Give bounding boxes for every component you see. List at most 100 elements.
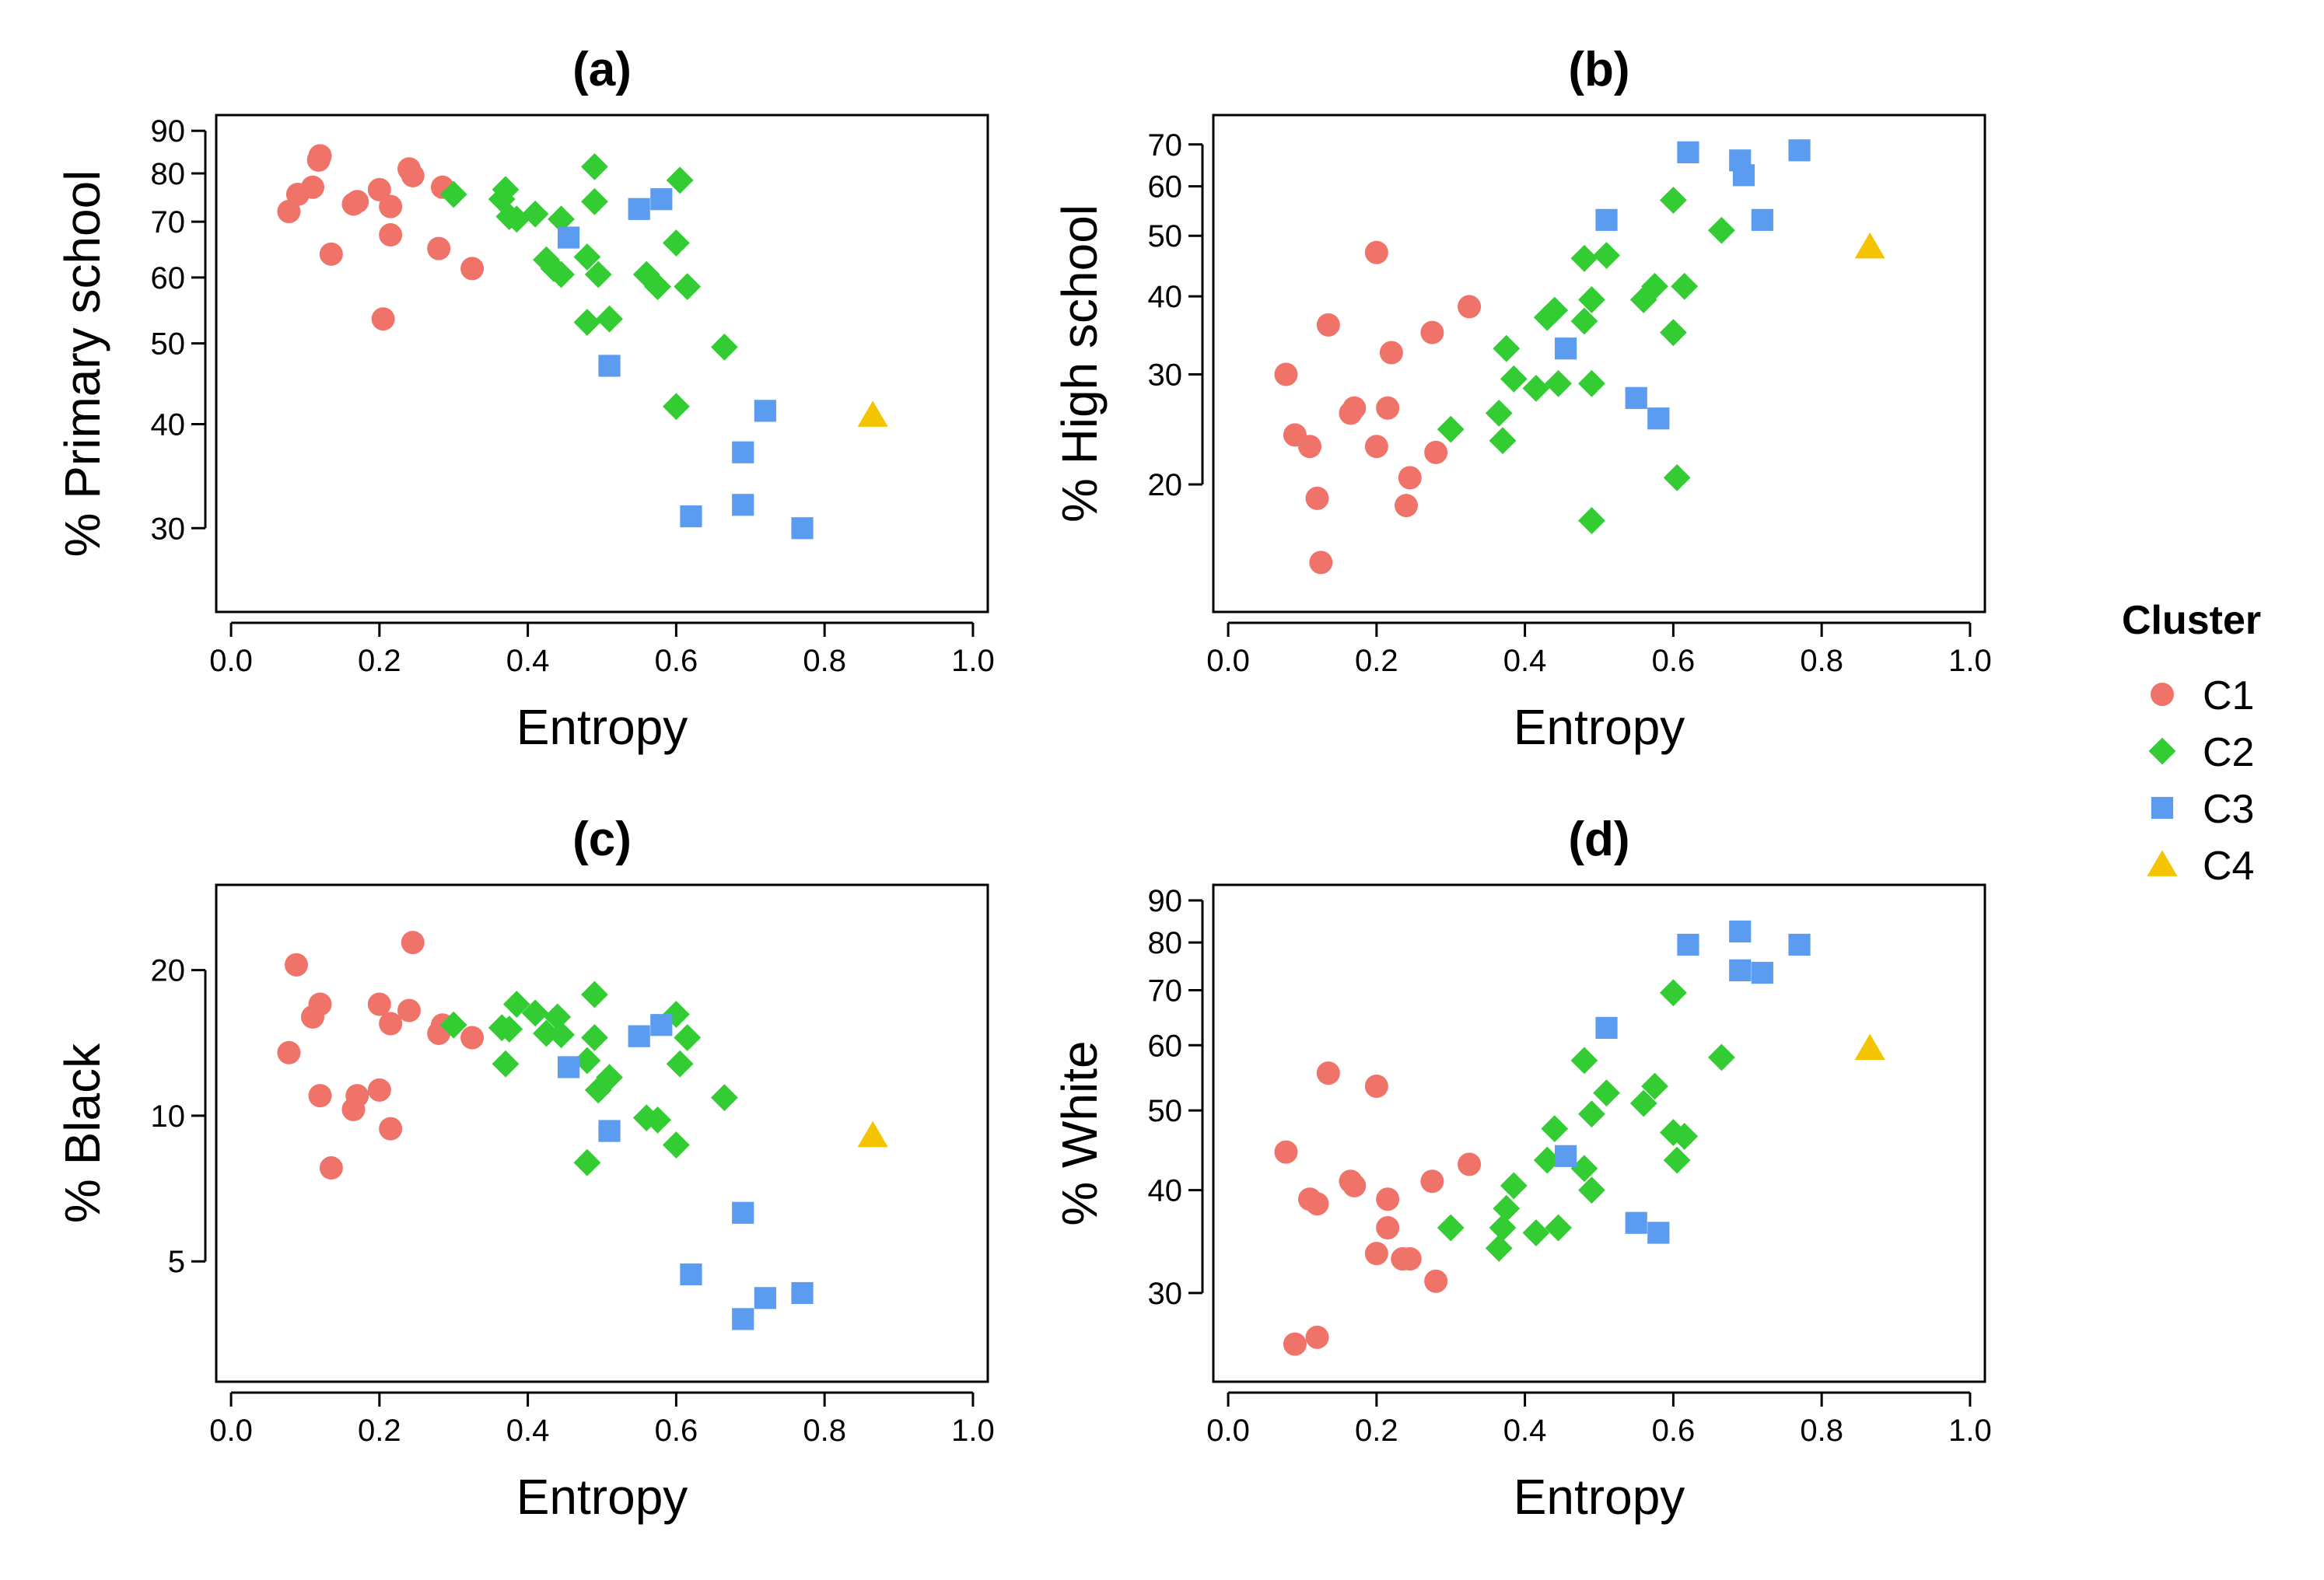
x-tick-label: 0.8 — [1800, 1414, 1843, 1448]
data-point — [439, 1011, 467, 1039]
data-point — [1578, 507, 1605, 534]
data-point — [1854, 232, 1885, 259]
data-point — [1625, 1211, 1647, 1234]
data-point — [674, 1024, 702, 1051]
data-point — [581, 187, 608, 215]
data-point — [581, 1024, 608, 1051]
data-point — [502, 991, 530, 1018]
series-c3 — [1554, 139, 1811, 430]
data-point — [1629, 1089, 1657, 1117]
data-point — [598, 1120, 621, 1142]
data-point — [1671, 272, 1699, 300]
y-tick-label: 70 — [1148, 974, 1183, 1008]
data-point — [1578, 369, 1605, 397]
x-tick-label: 0.6 — [1652, 1414, 1696, 1448]
legend: Cluster C1 C2 C3 C4 — [2122, 598, 2261, 889]
data-point — [1500, 365, 1528, 393]
data-point — [1732, 164, 1755, 187]
data-point — [644, 1106, 671, 1134]
data-point — [732, 1201, 754, 1224]
series-c1 — [277, 144, 485, 331]
x-tick-label: 0.0 — [1206, 644, 1250, 678]
data-point — [401, 931, 425, 955]
data-point — [1283, 1332, 1307, 1356]
data-point — [1663, 463, 1691, 491]
legend-item-c3: C3 — [2151, 787, 2254, 832]
data-point — [397, 998, 421, 1022]
legend-label: C2 — [2203, 730, 2254, 775]
y-tick-label: 50 — [1148, 1094, 1183, 1128]
data-point — [1641, 272, 1668, 300]
data-point — [1659, 319, 1687, 347]
data-point — [644, 273, 671, 301]
data-point — [308, 144, 332, 168]
data-point — [548, 260, 575, 288]
data-point — [521, 999, 549, 1027]
x-tick-label: 0.4 — [1503, 644, 1547, 678]
y-axis: 30 40 50 60 70 80 90 — [151, 114, 207, 546]
data-point — [401, 163, 425, 187]
data-point — [1570, 307, 1598, 335]
data-point — [379, 1117, 403, 1141]
data-point — [1854, 1033, 1885, 1061]
data-point — [1629, 286, 1657, 313]
data-point — [596, 1064, 623, 1092]
data-point — [1364, 435, 1388, 459]
y-tick-label: 30 — [151, 512, 186, 546]
series-c2 — [1437, 979, 1735, 1262]
x-tick-label: 0.4 — [506, 644, 550, 678]
data-point — [1554, 1145, 1577, 1167]
data-point — [584, 260, 612, 288]
data-point — [680, 1263, 702, 1286]
data-point — [1751, 961, 1773, 984]
data-point — [1493, 334, 1521, 362]
data-point — [1593, 1079, 1620, 1107]
series-c2 — [439, 152, 738, 421]
y-tick-label: 90 — [1148, 884, 1183, 918]
x-tick-label: 0.2 — [358, 1414, 401, 1448]
x-tick-label: 1.0 — [1948, 1414, 1992, 1448]
x-tick-label: 0.8 — [1800, 644, 1843, 678]
x-tick-label: 0.0 — [209, 1414, 253, 1448]
y-tick-label: 30 — [1148, 1277, 1183, 1311]
panel-title: (d) — [1568, 813, 1629, 866]
data-point — [1342, 1173, 1367, 1197]
data-point — [557, 1056, 580, 1078]
x-tick-label: 1.0 — [951, 1414, 995, 1448]
data-point — [662, 1131, 690, 1159]
data-point — [710, 333, 738, 361]
data-point — [1395, 494, 1418, 518]
data-point — [308, 1084, 332, 1108]
data-point — [379, 1012, 403, 1036]
data-point — [1522, 1219, 1550, 1246]
data-point — [1485, 1234, 1513, 1262]
data-point — [427, 236, 451, 260]
data-point — [598, 355, 621, 377]
data-point — [1707, 216, 1735, 244]
data-point — [1663, 1146, 1691, 1174]
data-point — [548, 1021, 575, 1049]
x-axis-label: Entropy — [1514, 1469, 1685, 1525]
data-point — [1274, 1140, 1298, 1164]
data-point — [1364, 1242, 1388, 1266]
data-point — [1379, 341, 1403, 365]
x-tick-label: 0.0 — [1206, 1414, 1250, 1448]
legend-item-c4: C4 — [2147, 844, 2254, 889]
data-point — [1500, 1172, 1528, 1200]
panel-1: (a) 0.0 0.2 0.4 0.6 0.8 1.0 Entropy 30 40 50 60 70 80… — [54, 43, 995, 755]
data-point — [581, 152, 608, 180]
data-point — [492, 1050, 520, 1078]
data-point — [371, 307, 395, 331]
series-c3 — [557, 188, 814, 540]
panel-title: (a) — [572, 43, 632, 96]
data-point — [1376, 1187, 1400, 1211]
data-point — [548, 205, 575, 233]
y-tick-label: 90 — [151, 114, 186, 149]
data-point — [460, 1026, 485, 1050]
plot-frame — [1212, 883, 1986, 1383]
x-tick-label: 0.4 — [506, 1414, 550, 1448]
data-point — [1458, 295, 1482, 319]
data-point — [1707, 1043, 1735, 1071]
y-tick-label: 80 — [1148, 926, 1183, 960]
